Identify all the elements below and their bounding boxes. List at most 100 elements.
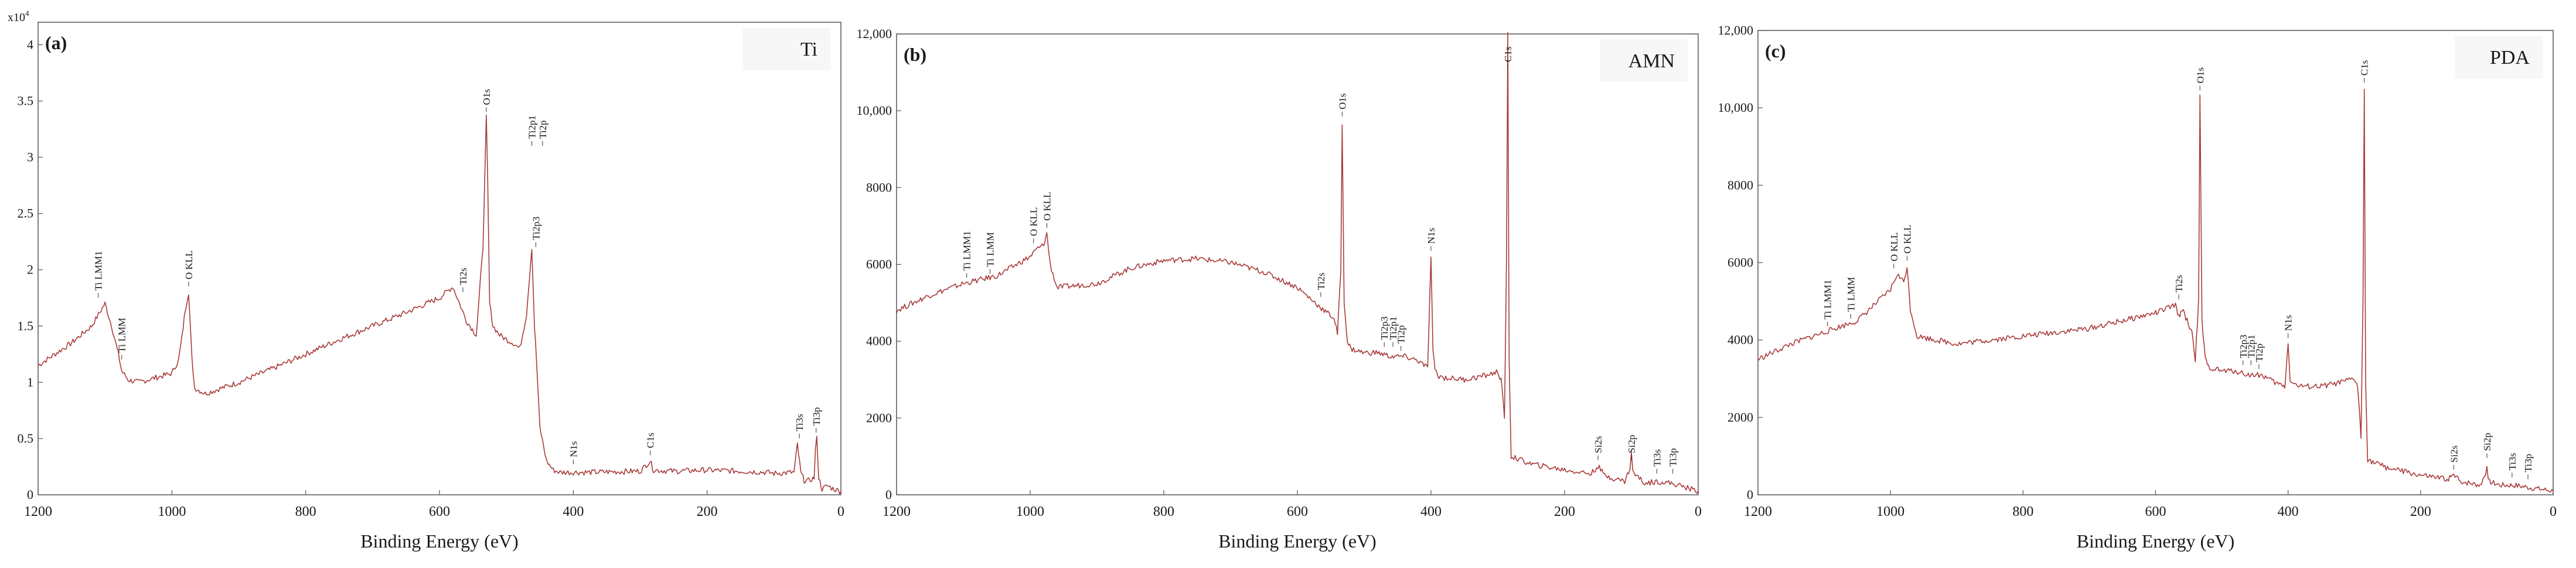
peak-label: Ti LMM bbox=[1845, 277, 1856, 312]
peak-label: O KLL bbox=[1889, 232, 1900, 262]
x-axis-label: Binding Energy (eV) bbox=[1218, 531, 1376, 552]
peak-label: Ti2p bbox=[537, 120, 548, 139]
x-tick-label: 600 bbox=[429, 504, 450, 519]
peak-label: Ti LMM bbox=[985, 232, 996, 266]
y-tick-label: 4000 bbox=[1727, 333, 1753, 347]
x-tick-label: 800 bbox=[295, 504, 316, 519]
x-tick-label: 800 bbox=[2012, 504, 2033, 519]
x-tick-label: 200 bbox=[1554, 504, 1575, 519]
peak-label: O KLL bbox=[1028, 207, 1040, 237]
peak-label: Ti2p bbox=[2254, 344, 2265, 362]
y-tick-label: 0 bbox=[885, 487, 892, 502]
x-tick-label: 1200 bbox=[1744, 504, 1772, 519]
y-tick-label: 8000 bbox=[866, 180, 892, 194]
plot-frame bbox=[38, 22, 841, 495]
y-tick-label: 10,000 bbox=[1718, 100, 1754, 115]
peak-label: O KLL bbox=[1042, 191, 1053, 221]
sample-label-box bbox=[742, 28, 830, 70]
x-tick-label: 1200 bbox=[24, 504, 52, 519]
y-tick-label: 2 bbox=[27, 262, 33, 277]
peak-label: Si2s bbox=[1593, 436, 1604, 453]
x-tick-label: 400 bbox=[1420, 504, 1442, 519]
peak-label: Ti2s bbox=[458, 268, 469, 285]
series-line-AMN bbox=[896, 32, 1699, 494]
peak-label: Ti LMM bbox=[117, 318, 128, 353]
x-tick-label: 0 bbox=[2550, 504, 2557, 519]
y-tick-label: 6000 bbox=[1727, 255, 1753, 270]
peak-label: Si2p bbox=[2482, 433, 2493, 451]
plot-frame bbox=[896, 33, 1699, 495]
peak-label: Si2s bbox=[2448, 446, 2459, 463]
peak-label: Ti3s bbox=[794, 414, 805, 432]
y-tick-label: 6000 bbox=[866, 257, 892, 272]
peak-label: Ti3s bbox=[2507, 453, 2518, 471]
peak-label: O KLL bbox=[183, 251, 195, 280]
y-tick-label: 0 bbox=[27, 487, 33, 502]
series-line-Ti bbox=[38, 114, 841, 495]
x-tick-label: 600 bbox=[2145, 504, 2166, 519]
x-tick-label: 1000 bbox=[1016, 504, 1044, 519]
y-tick-label: 1 bbox=[27, 375, 33, 389]
y-multiplier-exp: 4 bbox=[25, 9, 29, 18]
sample-label-box bbox=[2455, 36, 2543, 78]
series-line-PDA bbox=[1757, 88, 2554, 493]
x-tick-label: 600 bbox=[1287, 504, 1308, 519]
peak-label: Ti LMM1 bbox=[1822, 280, 1834, 320]
peak-label: N1s bbox=[568, 441, 579, 457]
x-tick-label: 400 bbox=[2278, 504, 2299, 519]
peak-label: Ti2p1 bbox=[1388, 316, 1399, 340]
y-tick-label: 4 bbox=[27, 37, 33, 52]
sample-label: Ti bbox=[800, 39, 817, 60]
sample-label-box bbox=[1600, 40, 1688, 82]
x-tick-label: 0 bbox=[1695, 504, 1702, 519]
y-tick-label: 2.5 bbox=[18, 206, 34, 221]
y-multiplier-base: x10 bbox=[8, 11, 25, 24]
x-tick-label: 800 bbox=[1153, 504, 1174, 519]
peak-label: Ti3p bbox=[1668, 448, 1679, 467]
y-tick-label: 2000 bbox=[866, 410, 892, 425]
x-tick-label: 1000 bbox=[158, 504, 186, 519]
peak-label: C1s bbox=[645, 433, 656, 448]
panel-label: (b) bbox=[904, 44, 926, 65]
peak-label: Ti LMM1 bbox=[962, 231, 973, 271]
peak-label: Ti3p bbox=[2523, 454, 2534, 473]
x-axis-label: Binding Energy (eV) bbox=[360, 531, 519, 552]
y-tick-label: 12,000 bbox=[857, 26, 892, 41]
peak-label: C1s bbox=[1502, 47, 1514, 62]
peak-label: Si2p bbox=[1626, 435, 1637, 453]
panel-label: (c) bbox=[1765, 40, 1786, 61]
x-tick-label: 1200 bbox=[882, 504, 911, 519]
y-tick-label: 12,000 bbox=[1718, 23, 1754, 37]
peak-label: O1s bbox=[1337, 93, 1348, 109]
peak-label: Ti3s bbox=[1651, 449, 1662, 467]
peak-label: C1s bbox=[2359, 60, 2370, 76]
y-tick-label: 0.5 bbox=[18, 431, 34, 446]
peak-label: Ti LMM1 bbox=[93, 251, 104, 290]
y-tick-label: 3.5 bbox=[18, 94, 34, 108]
peak-label: Ti2p1 bbox=[527, 115, 538, 139]
y-tick-label: 0 bbox=[1747, 487, 1753, 502]
x-tick-label: 200 bbox=[2410, 504, 2431, 519]
peak-label: Ti2p3 bbox=[2238, 335, 2249, 358]
x-tick-label: 0 bbox=[837, 504, 844, 519]
x-tick-label: 400 bbox=[563, 504, 584, 519]
y-multiplier: x104 bbox=[8, 9, 29, 24]
x-axis-label: Binding Energy (eV) bbox=[2077, 531, 2235, 552]
peak-label: N1s bbox=[2283, 315, 2294, 331]
peak-label: Ti2p bbox=[1396, 325, 1407, 344]
peak-label: O1s bbox=[481, 89, 492, 105]
y-tick-label: 1.5 bbox=[18, 319, 34, 333]
peak-label: Ti2s bbox=[2173, 275, 2185, 293]
x-tick-label: 1000 bbox=[1876, 504, 1904, 519]
y-tick-label: 3 bbox=[27, 150, 33, 165]
y-tick-label: 4000 bbox=[866, 334, 892, 348]
peak-label: Ti3p bbox=[811, 407, 822, 426]
sample-label: AMN bbox=[1628, 50, 1675, 72]
y-tick-label: 2000 bbox=[1727, 410, 1753, 425]
peak-label: Ti2s bbox=[1316, 272, 1327, 290]
peak-label: O1s bbox=[2195, 67, 2206, 83]
